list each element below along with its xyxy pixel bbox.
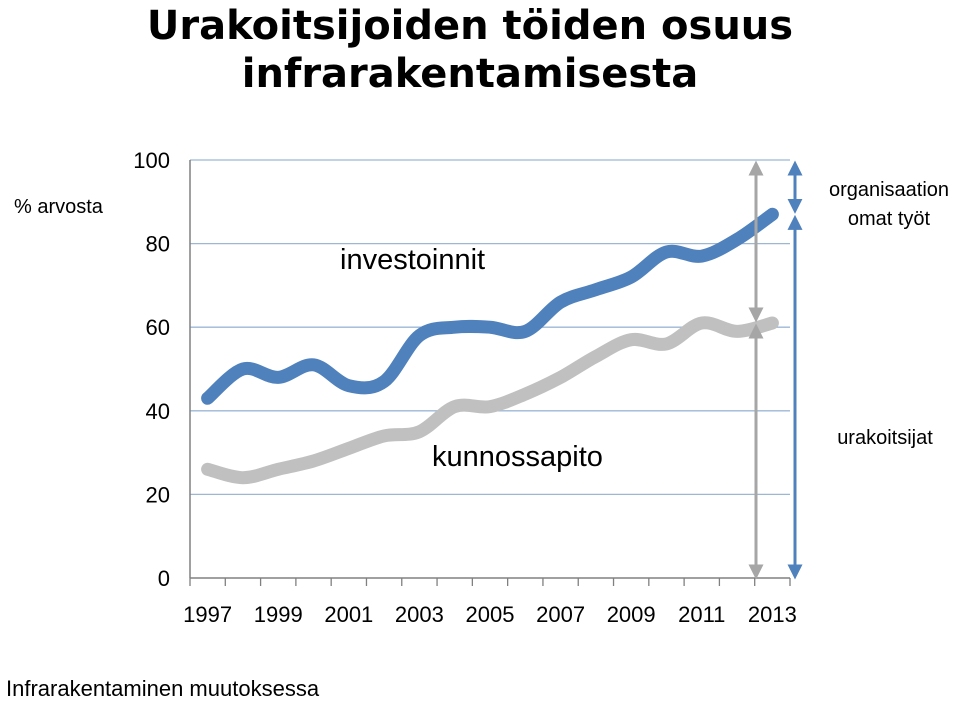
x-tick-label: 2013 [748,602,797,627]
footer-caption: Infrarakentaminen muutoksessa [6,676,320,701]
series-line-investoinnit [201,207,779,405]
chart-title-line-2: infrarakentamisesta [241,51,699,97]
x-tick-label: 1999 [254,602,303,627]
y-tick-label: 40 [146,399,170,424]
x-tick-label: 2003 [395,602,444,627]
x-tick-label: 2001 [324,602,373,627]
y-tick-label: 0 [158,566,170,591]
annotation-organisaation-line-1: organisaation [829,179,949,201]
series-label-kunnossapito: kunnossapito [432,441,603,473]
y-tick-label: 60 [146,315,170,340]
annotation-urakoitsijat: urakoitsijat [837,427,933,449]
y-tick-label: 80 [146,232,170,257]
x-tick-label: 2007 [536,602,585,627]
x-tick-label: 2009 [607,602,656,627]
x-tick-label: 2011 [678,602,725,627]
y-axis-label: % arvosta [14,196,104,218]
x-tick-label: 1997 [183,602,232,627]
y-tick-label: 100 [133,148,170,173]
series-label-investoinnit: investoinnit [340,244,485,276]
y-tick-label: 20 [146,482,170,507]
annotation-organisaation-line-2: omat työt [848,208,931,230]
x-tick-label: 2005 [466,602,515,627]
chart-title-line-1: Urakoitsijoiden töiden osuus [146,3,794,49]
series-line-kunnossapito [201,316,779,485]
